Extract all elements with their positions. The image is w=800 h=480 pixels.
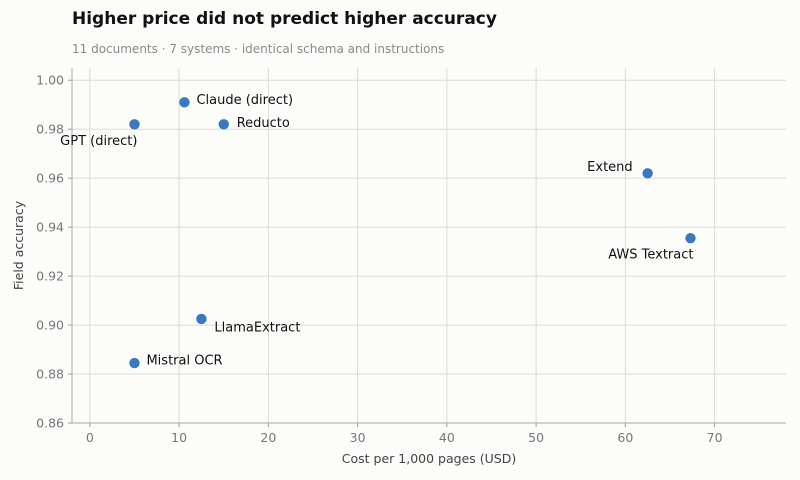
- axes: [68, 68, 786, 427]
- point-label: LlamaExtract: [214, 320, 300, 335]
- y-tick-label: 0.92: [36, 269, 64, 284]
- scatter-point: [642, 168, 653, 179]
- scatter-point: [196, 313, 207, 325]
- x-tick-label: 30: [350, 430, 366, 445]
- point-label: Mistral OCR: [146, 354, 222, 369]
- data-points: [129, 97, 696, 369]
- y-axis-label: Field accuracy: [11, 200, 26, 290]
- point-label: AWS Textract: [608, 248, 693, 263]
- scatter-point: [129, 357, 140, 369]
- x-tick-label: 10: [171, 430, 187, 445]
- scatter-point: [218, 119, 229, 130]
- grid-lines: [72, 68, 786, 424]
- scatter-point: [179, 97, 190, 108]
- scatter-point: [685, 232, 696, 244]
- x-tick-label: 60: [617, 430, 633, 445]
- point-label: GPT (direct): [60, 134, 137, 149]
- x-tick-label: 20: [260, 430, 276, 445]
- chart-subtitle: 11 documents · 7 systems · identical sch…: [72, 42, 445, 56]
- y-tick-label: 0.86: [36, 416, 64, 431]
- y-tick-label: 0.90: [36, 318, 64, 333]
- y-tick-label: 0.94: [36, 220, 64, 235]
- scatter-point: [129, 119, 140, 130]
- y-tick-label: 0.88: [36, 367, 64, 382]
- point-label: Claude (direct): [196, 93, 293, 108]
- x-tick-label: 50: [528, 430, 544, 445]
- x-tick-label: 40: [439, 430, 455, 445]
- y-tick-label: 0.98: [36, 122, 64, 137]
- tick-labels: 0 10 20 30 40 50 60 70 0.86 0.88 0.90 0.92 0.94 0.96 0…: [36, 73, 722, 445]
- x-axis-label: Cost per 1,000 pages (USD): [342, 451, 516, 466]
- y-tick-label: 0.96: [36, 171, 64, 186]
- chart-title: Higher price did not predict higher accu…: [72, 9, 497, 29]
- y-tick-label: 1.00: [36, 73, 64, 88]
- point-label: Reducto: [237, 116, 290, 131]
- x-tick-label: 70: [707, 430, 723, 445]
- x-tick-label: 0: [86, 430, 94, 445]
- point-labels: Claude (direct) GPT (direct) Reducto Extend…: [60, 93, 693, 369]
- point-label: Extend: [587, 160, 633, 175]
